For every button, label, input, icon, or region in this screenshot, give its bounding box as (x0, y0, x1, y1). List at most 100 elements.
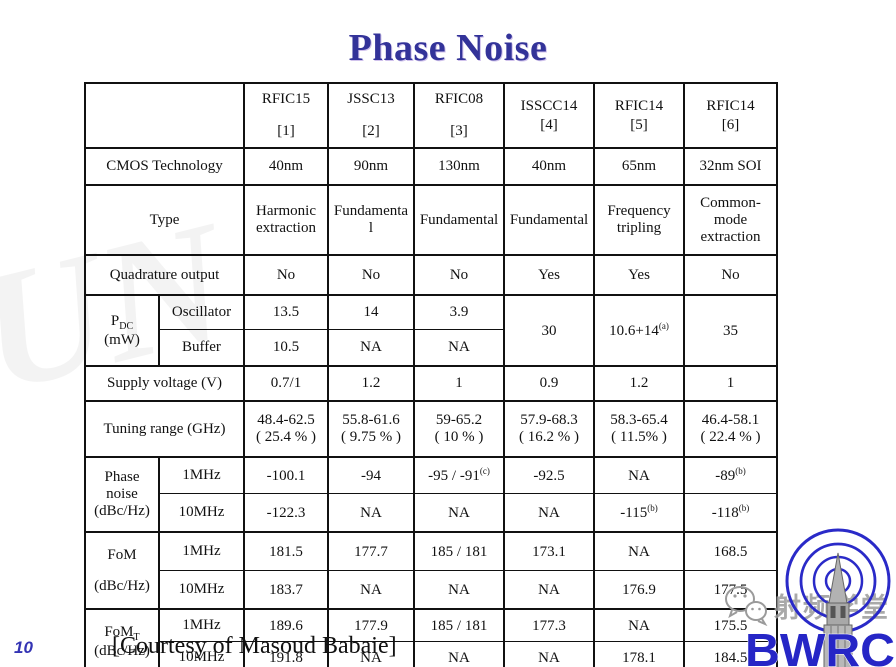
table-cell: 130nm (413, 147, 505, 186)
row-label-fom: FoM (dBc/Hz) (84, 531, 160, 610)
table-cell: Yes (503, 254, 595, 296)
table-cell: 1.2 (593, 365, 685, 402)
table-cell: NA (327, 493, 415, 533)
table-cell: No (327, 254, 415, 296)
table-cell: 185 / 181 (413, 608, 505, 642)
table-cell: 189.6 (243, 608, 329, 642)
row-label-phase-noise: Phase noise (dBc/Hz) (84, 456, 160, 533)
bwrc-logo-text: BWRC (745, 624, 895, 667)
table-cell: Common-mode extraction (683, 184, 778, 256)
table-cell: 14 (327, 294, 415, 330)
table-cell: No (683, 254, 778, 296)
table-cell: 10.5 (243, 329, 329, 367)
fomt-symbol: FoMT (104, 623, 140, 643)
column-ref: [1] (277, 123, 295, 139)
table-cell: 32nm SOI (683, 147, 778, 186)
column-header-jssc13: JSSC13 [2] (327, 82, 415, 149)
column-header-rfic14-5: RFIC14 [5] (593, 82, 685, 149)
row-supply-voltage: Supply voltage (V) 0.7/1 1.2 1 0.9 1.2 1 (84, 365, 778, 402)
sub-row-label: Buffer (158, 329, 245, 367)
table-cell: NA (327, 329, 415, 367)
table-cell: 58.3-65.4( 11.5% ) (593, 400, 685, 458)
table-cell: NA (593, 608, 685, 642)
table-cell: Harmonic extraction (243, 184, 329, 256)
table-cell: Yes (593, 254, 685, 296)
table-cell: 46.4-58.1( 22.4 % ) (683, 400, 778, 458)
column-ref: [6] (721, 116, 740, 133)
column-header-rfic08: RFIC08 [3] (413, 82, 505, 149)
table-cell-merged: 10.6+14(a) (593, 294, 685, 367)
courtesy-caption: [Courtesy of Masoud Babaie] (112, 633, 397, 659)
table-cell: 168.5 (683, 531, 778, 571)
table-cell: 1 (683, 365, 778, 402)
table-cell: -92.5 (503, 456, 595, 494)
row-fomt-1mhz: FoMT (dBc/Hz) 1MHz 189.6 177.9 185 / 181… (84, 608, 778, 667)
table-header-row: RFIC15 [1] JSSC13 [2] RFIC08 [3] ISSCC14 [4]… (84, 82, 778, 149)
table-cell: 0.7/1 (243, 365, 329, 402)
table-cell: 177.9 (327, 608, 415, 642)
table-cell: NA (593, 531, 685, 571)
table-cell: 176.9 (593, 570, 685, 610)
table-cell: 185 / 181 (413, 531, 505, 571)
sub-row-label: Oscillator (158, 294, 245, 330)
table-cell: NA (413, 329, 505, 367)
table-cell: 183.7 (243, 570, 329, 610)
column-header-isscc14: ISSCC14 [4] (503, 82, 595, 149)
table-cell: 65nm (593, 147, 685, 186)
row-pdc-oscillator: PDC (mW) Oscillator 13.5 14 3.9 30 10.6+… (84, 294, 778, 367)
slide-title: Phase Noise (348, 27, 548, 69)
table-cell: 184.5 (683, 641, 778, 667)
table-cell: 0.9 (503, 365, 595, 402)
table-cell-merged: 30 (503, 294, 595, 367)
sub-row-label: 10MHz (158, 641, 245, 667)
table-cell: 13.5 (243, 294, 329, 330)
row-phase-noise-10mhz: 10MHz -122.3 NA NA NA -115(b) -118(b) (85, 493, 778, 533)
column-ref: [5] (630, 116, 648, 133)
table-cell: 48.4-62.5( 25.4 % ) (243, 400, 329, 458)
row-label: Quadrature output (84, 254, 245, 296)
table-cell-merged: 35 (683, 294, 778, 367)
table-cell: 181.5 (243, 531, 329, 571)
row-label: CMOS Technology (84, 147, 245, 186)
table-cell: -122.3 (243, 493, 329, 533)
row-label: Supply voltage (V) (84, 365, 245, 402)
table-cell: -100.1 (243, 456, 329, 494)
table-cell: NA (413, 641, 505, 667)
table-cell: NA (327, 641, 415, 667)
table-cell: No (243, 254, 329, 296)
column-name: RFIC15 (261, 91, 311, 107)
pdc-symbol: PDC (110, 312, 134, 332)
sub-row-label: 10MHz (158, 570, 245, 610)
header-empty-cell (84, 82, 245, 149)
table-cell: No (413, 254, 505, 296)
row-label-fomt: FoMT (dBc/Hz) (84, 608, 160, 667)
row-fomt-10mhz: 10MHz 191.8 NA NA NA 178.1 184.5 (85, 641, 778, 667)
row-pdc-buffer: Buffer 10.5 NA NA (85, 329, 777, 367)
table-cell: 177.3 (503, 608, 595, 642)
comparison-table: RFIC15 [1] JSSC13 [2] RFIC08 [3] ISSCC14 [4]… (84, 82, 778, 667)
row-fom-1mhz: FoM (dBc/Hz) 1MHz 181.5 177.7 185 / 181 … (84, 531, 778, 610)
table-cell: 55.8-61.6( 9.75 % ) (327, 400, 415, 458)
row-label: Tuning range (GHz) (84, 400, 245, 458)
table-cell: 3.9 (413, 294, 505, 330)
column-name: ISSCC14 (520, 97, 578, 114)
table-cell: 57.9-68.3( 16.2 % ) (503, 400, 595, 458)
radio-tower-icon: BWRC (745, 528, 896, 667)
table-cell: NA (327, 570, 415, 610)
table-cell: 40nm (243, 147, 329, 186)
page-number: 10 (14, 638, 33, 657)
table-cell: 1.2 (327, 365, 415, 402)
bwrc-logo: BWRC (738, 525, 896, 667)
row-label: Type (84, 184, 245, 256)
table-cell: 40nm (503, 147, 595, 186)
sub-row-label: 1MHz (158, 456, 245, 494)
table-cell: NA (503, 493, 595, 533)
column-name: RFIC08 (434, 91, 484, 107)
table-cell: -94 (327, 456, 415, 494)
table-cell: 177.7 (327, 531, 415, 571)
row-fom-10mhz: 10MHz 183.7 NA NA NA 176.9 177.5 (85, 570, 778, 610)
table-cell: NA (503, 641, 595, 667)
table-cell: 173.1 (503, 531, 595, 571)
table-cell: 1 (413, 365, 505, 402)
